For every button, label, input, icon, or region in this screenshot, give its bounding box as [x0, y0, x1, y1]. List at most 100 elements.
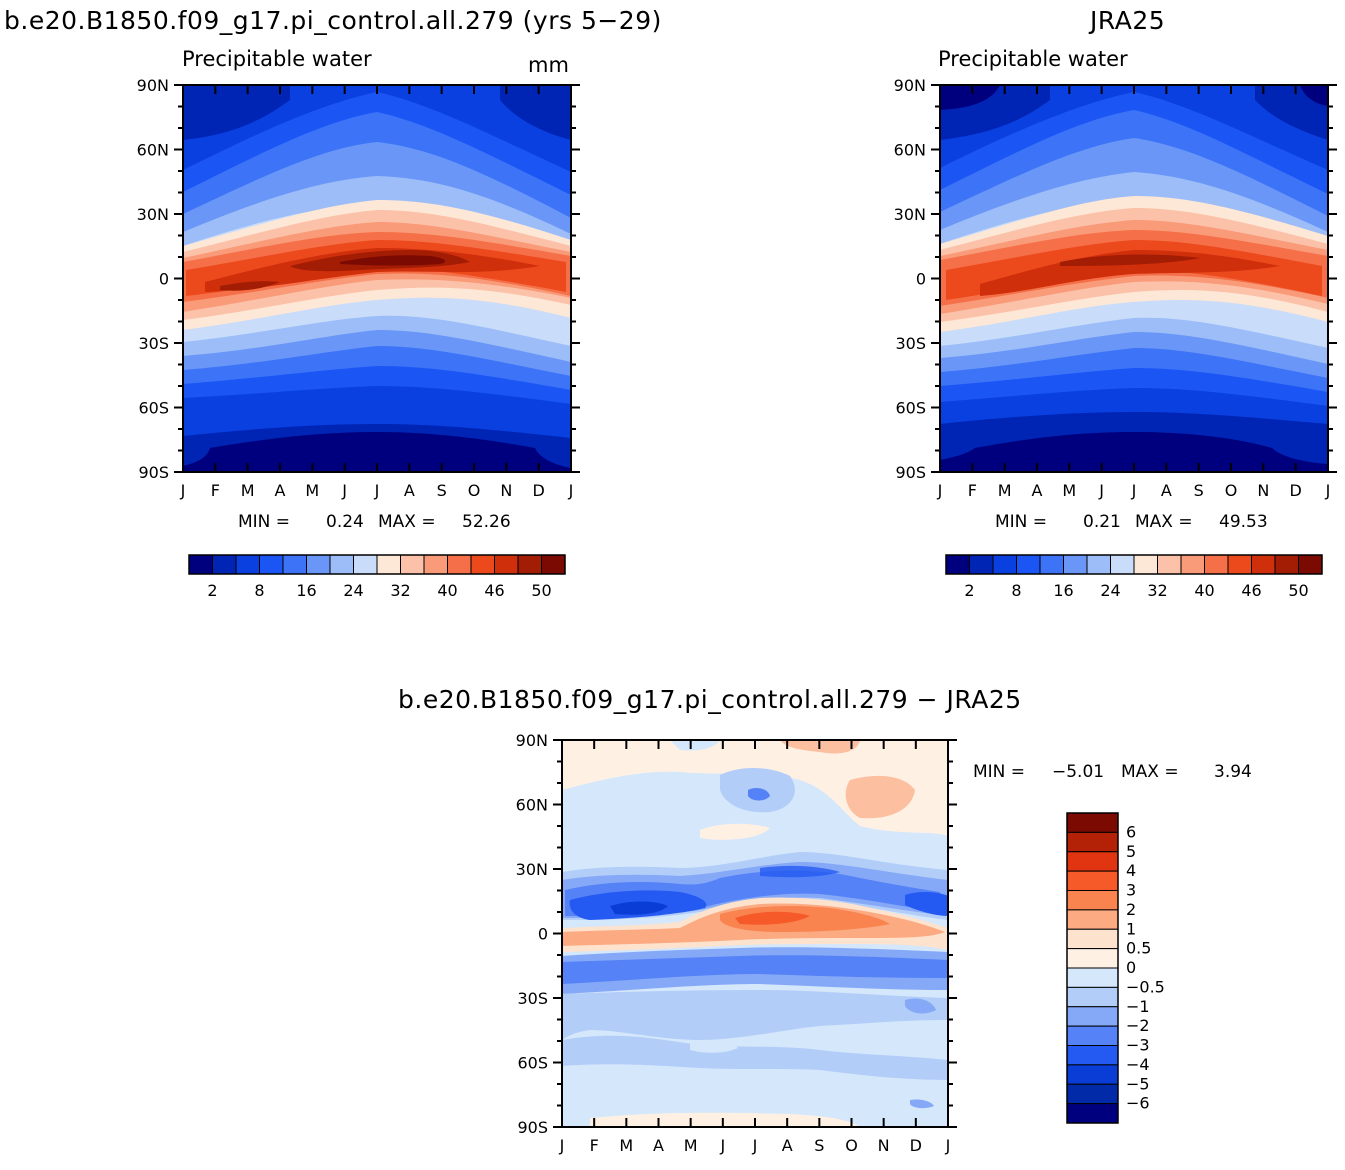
- model-y-tick-label: 90N: [137, 76, 169, 95]
- model-max-label: MAX =: [378, 512, 436, 532]
- model-contour-field: [183, 85, 571, 472]
- diff-x-tick-label: M: [684, 1136, 698, 1155]
- obs-contour-field: [940, 85, 1328, 472]
- obs-colorbar-swatch: [1227, 554, 1252, 575]
- model-y-tick-label: 60N: [137, 141, 169, 160]
- obs-colorbar-swatch: [1157, 554, 1182, 575]
- obs-colorbar-swatch: [1086, 554, 1111, 575]
- model-x-tick-label: D: [533, 481, 545, 500]
- model-colorbar-swatch: [188, 554, 213, 575]
- diff-colorbar-label: −2: [1126, 1016, 1150, 1035]
- model-panel-title: b.e20.B1850.f09_g17.pi_control.all.279 (…: [4, 6, 662, 35]
- model-y-tick-label: 30S: [138, 334, 169, 353]
- obs-x-tick-label: M: [998, 481, 1012, 500]
- model-colorbar-label: 46: [484, 581, 504, 600]
- model-colorbar-label: 24: [343, 581, 363, 600]
- diff-axes: J F M A M J J A S O N D J 90N 60N 30N 0 30S 60S 90S: [516, 731, 957, 1155]
- diff-x-tick-label: J: [752, 1136, 758, 1155]
- diff-colorbar-swatch: [1066, 812, 1119, 833]
- model-y-tick-label: 60S: [138, 399, 169, 418]
- obs-x-tick-label: A: [1161, 481, 1172, 500]
- obs-x-tick-label: M: [1062, 481, 1076, 500]
- diff-colorbar-swatch: [1066, 851, 1119, 872]
- model-x-tick-label: O: [468, 481, 481, 500]
- obs-y-tick-label: 60N: [894, 141, 926, 160]
- obs-colorbar-swatch: [1251, 554, 1276, 575]
- model-x-tick-label: J: [180, 481, 186, 500]
- diff-colorbar-label: −5: [1126, 1074, 1150, 1093]
- diff-colorbar-swatch: [1066, 831, 1119, 853]
- diff-min-value: −5.01: [1052, 762, 1105, 782]
- diff-colorbar-label: 1: [1126, 919, 1136, 938]
- model-colorbar-label: 16: [296, 581, 316, 600]
- obs-colorbar-swatch: [1039, 554, 1064, 575]
- diff-x-tick-label: N: [878, 1136, 890, 1155]
- diff-colorbar-label: −3: [1126, 1036, 1150, 1055]
- diff-colorbar-swatch: [1066, 909, 1119, 930]
- model-colorbar-swatch: [447, 554, 472, 575]
- diff-colorbar-swatch: [1066, 1025, 1119, 1046]
- model-units: mm: [528, 53, 569, 77]
- model-y-tick-label: 90S: [138, 463, 169, 482]
- model-colorbar-label: 8: [254, 581, 264, 600]
- diff-x-tick-label: A: [782, 1136, 793, 1155]
- obs-colorbar-label: 8: [1011, 581, 1021, 600]
- obs-max-label: MAX =: [1135, 512, 1193, 532]
- diff-colorbar-label: 0.5: [1126, 939, 1151, 958]
- model-colorbar-swatch: [306, 554, 331, 575]
- model-colorbar-swatch: [259, 554, 284, 575]
- obs-y-tick-label: 30N: [894, 205, 926, 224]
- obs-colorbar-swatch: [1298, 554, 1323, 575]
- diff-colorbar-label: −6: [1126, 1094, 1150, 1113]
- obs-y-tick-label: 90N: [894, 76, 926, 95]
- obs-x-tick-label: D: [1290, 481, 1302, 500]
- model-colorbar-swatch: [400, 554, 425, 575]
- obs-x-tick-label: A: [1032, 481, 1043, 500]
- obs-x-tick-label: J: [1098, 481, 1104, 500]
- diff-colorbar-label: 0: [1126, 958, 1136, 977]
- diff-colorbar-label: −4: [1126, 1055, 1150, 1074]
- diff-x-tick-label: A: [653, 1136, 664, 1155]
- diff-colorbar-label: 4: [1126, 861, 1136, 880]
- diff-max-value: 3.94: [1214, 762, 1252, 782]
- model-x-tick-label: J: [341, 481, 347, 500]
- obs-x-tick-label: J: [1131, 481, 1137, 500]
- diff-colorbar-label: 6: [1126, 822, 1136, 841]
- model-colorbar-swatch: [376, 554, 401, 575]
- diff-x-tick-label: J: [719, 1136, 725, 1155]
- obs-y-tick-label: 90S: [895, 463, 926, 482]
- model-x-tick-label: A: [404, 481, 415, 500]
- diff-colorbar-label: 2: [1126, 900, 1136, 919]
- model-colorbar-swatch: [423, 554, 448, 575]
- diff-panel-title: b.e20.B1850.f09_g17.pi_control.all.279 −…: [398, 685, 1022, 714]
- model-colorbar-label: 50: [531, 581, 551, 600]
- obs-x-tick-label: F: [968, 481, 977, 500]
- model-colorbar-swatch: [353, 554, 378, 575]
- obs-x-tick-label: J: [937, 481, 943, 500]
- diff-x-tick-label: S: [814, 1136, 824, 1155]
- diff-x-tick-label: D: [910, 1136, 922, 1155]
- model-x-tick-label: J: [568, 481, 574, 500]
- obs-colorbar-label: 16: [1053, 581, 1073, 600]
- model-y-tick-label: 0: [159, 270, 169, 289]
- diff-x-tick-label: O: [845, 1136, 858, 1155]
- obs-colorbar-swatch: [969, 554, 994, 575]
- model-min-label: MIN =: [238, 512, 291, 532]
- obs-colorbar-swatch: [992, 554, 1017, 575]
- model-colorbar-swatch: [282, 554, 307, 575]
- model-colorbar-swatch: [494, 554, 519, 575]
- obs-y-tick-label: 0: [916, 270, 926, 289]
- model-colorbar-swatch: [517, 554, 542, 575]
- model-colorbar-swatch: [541, 554, 566, 575]
- diff-x-tick-label: M: [619, 1136, 633, 1155]
- model-x-tick-label: A: [275, 481, 286, 500]
- diff-min-label: MIN =: [973, 762, 1026, 782]
- diff-colorbar-swatch: [1066, 1006, 1119, 1027]
- diff-colorbar-swatch: [1066, 986, 1119, 1008]
- obs-colorbar-swatch: [1063, 554, 1088, 575]
- model-colorbar-swatch: [329, 554, 354, 575]
- diff-x-tick-label: F: [590, 1136, 599, 1155]
